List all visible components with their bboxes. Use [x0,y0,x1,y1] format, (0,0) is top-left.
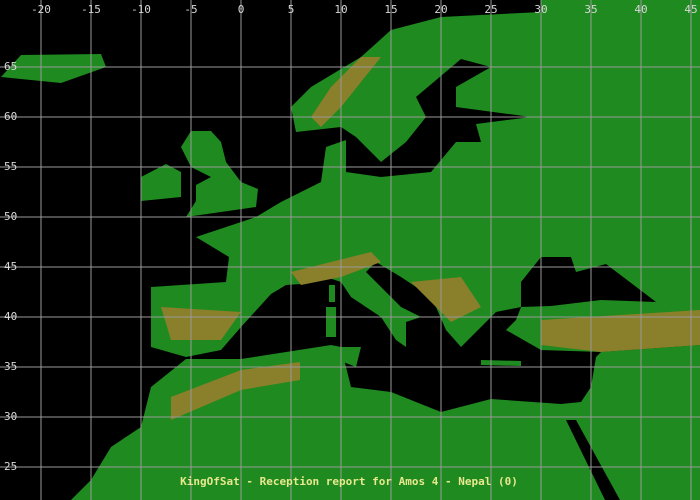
anatolia-highlands [541,310,700,352]
ireland [141,164,181,201]
longitude-label: 15 [384,3,397,16]
scandinavian-mountains [311,57,381,127]
longitude-label: -5 [184,3,197,16]
longitude-label: 25 [484,3,497,16]
latitude-label: 45 [4,260,17,273]
alps [291,252,381,285]
caption: KingOfSat - Reception report for Amos 4 … [180,475,518,488]
latitude-label: 55 [4,160,17,173]
great-britain [181,131,258,217]
atlas-mountains [171,362,300,420]
longitude-label: 5 [288,3,295,16]
red-sea [566,420,620,500]
longitude-label: -20 [31,3,51,16]
black-sea [521,257,656,307]
latitude-label: 60 [4,110,17,123]
longitude-label: -15 [81,3,101,16]
longitude-label: 45 [684,3,697,16]
aegean-sea [496,307,521,330]
latitude-label: 30 [4,410,17,423]
iberian-plateau [161,307,241,340]
latitude-label: 25 [4,460,17,473]
iceland [1,54,106,83]
latitude-label: 65 [4,60,17,73]
longitude-label: 20 [434,3,447,16]
longitude-label: 0 [238,3,245,16]
latitude-label: 40 [4,310,17,323]
balkan-mountains [411,277,481,322]
longitude-label: 30 [534,3,547,16]
crete [481,360,521,366]
longitude-label: 35 [584,3,597,16]
latitude-label: 35 [4,360,17,373]
longitude-label: 40 [634,3,647,16]
latitude-label: 50 [4,210,17,223]
corsica [329,285,335,302]
longitude-label: -10 [131,3,151,16]
sardinia [326,307,336,337]
longitude-label: 10 [334,3,347,16]
